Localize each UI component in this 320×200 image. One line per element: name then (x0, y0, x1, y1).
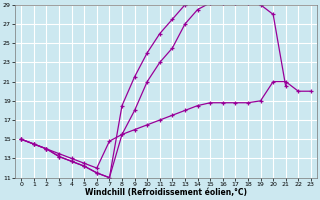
X-axis label: Windchill (Refroidissement éolien,°C): Windchill (Refroidissement éolien,°C) (85, 188, 247, 197)
